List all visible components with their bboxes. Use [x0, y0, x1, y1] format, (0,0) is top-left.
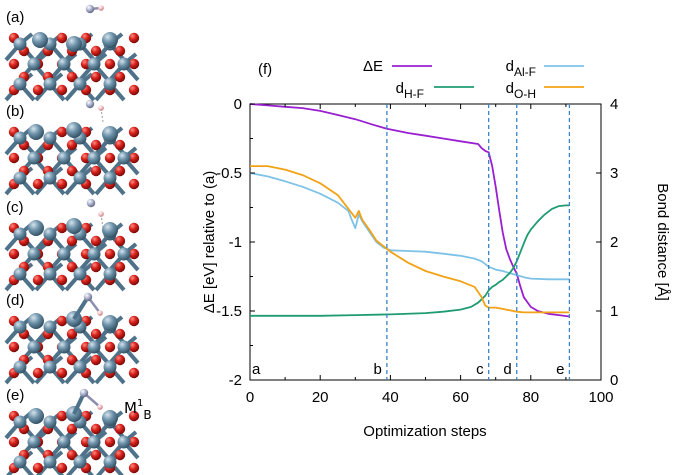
- panel-label-a: (a): [6, 9, 24, 26]
- marker-label-a: a: [252, 361, 261, 378]
- x-tick-label: 80: [522, 389, 539, 406]
- y-axis-left-title: ΔE [eV] relative to (a): [201, 171, 218, 314]
- hydrogen-atom: [98, 105, 104, 111]
- y-axis-right-title: Bond distance [Å]: [654, 183, 671, 301]
- legend-entry: dAl-F: [506, 58, 584, 79]
- y-right-tick-label: 2: [610, 234, 618, 251]
- adsorbate-hf: [85, 99, 104, 123]
- panel-label-c: (c): [6, 199, 24, 216]
- x-axis-title: Optimization steps: [363, 423, 486, 440]
- y-left-tick-label: -0.5: [216, 165, 242, 182]
- panel-label-b: (b): [6, 103, 24, 120]
- marker-label-d: d: [503, 361, 511, 378]
- y-right-tick-label: 4: [610, 96, 618, 113]
- adsorbate-hf: [72, 388, 103, 415]
- fluorine-atom: [85, 4, 95, 14]
- marker-label-c: c: [476, 361, 484, 378]
- surface-slab: [4, 32, 140, 102]
- surface-slab: [4, 122, 140, 196]
- panel-label-e: (e): [6, 387, 24, 404]
- marker-layer: a b c d e: [252, 104, 571, 380]
- structure-panel-d: (d): [4, 292, 140, 385]
- series-line-d-al-f: [249, 172, 570, 281]
- legend: ΔE dAl-F dH-F dO-H: [363, 58, 584, 101]
- legend-label: dH-F: [396, 80, 424, 101]
- surface-slab: [4, 218, 140, 292]
- y-right-tick-label: 0: [610, 372, 618, 389]
- legend-entry: dH-F: [396, 80, 474, 101]
- legend-label: dO-H: [506, 80, 536, 101]
- legend-entry: dO-H: [506, 80, 584, 101]
- x-tick-label: 40: [382, 389, 399, 406]
- surface-slab: [4, 406, 140, 475]
- y-right-tick-label: 3: [610, 165, 618, 182]
- structure-panel-b: (b): [4, 99, 140, 196]
- y-left-tick-label: -1: [229, 234, 242, 251]
- x-tick-label: 100: [588, 389, 613, 406]
- panel-label-d: (d): [6, 292, 24, 309]
- adsorbate-hf: [86, 198, 104, 229]
- legend-label: ΔE: [363, 58, 383, 75]
- fluorine-atom: [86, 198, 96, 208]
- structure-panels: (a) (b) (c) (d) (e) M1B: [4, 4, 152, 475]
- fluorine-atom: [85, 99, 95, 109]
- hydrogen-atom: [97, 310, 103, 316]
- adsorbate-hf: [85, 4, 104, 14]
- x-tick-label: 0: [246, 389, 254, 406]
- plot-frame: [249, 103, 602, 381]
- y-left-tick-label: -1.5: [216, 303, 242, 320]
- structure-label-m1b: M1B: [124, 398, 152, 422]
- fluorine-atom: [83, 292, 93, 302]
- series-line-d-h-f: [250, 204, 570, 317]
- structure-panel-c: (c): [4, 198, 140, 292]
- hydrogen-atom: [97, 404, 103, 410]
- x-tick-label: 20: [312, 389, 329, 406]
- legend-label: dAl-F: [506, 58, 536, 79]
- panel-label-f: (f): [258, 61, 272, 78]
- structure-panel-a: (a): [4, 4, 140, 102]
- hydrogen-atom: [98, 5, 104, 11]
- series-layer: [249, 103, 570, 318]
- structure-panel-e: (e): [4, 387, 140, 475]
- legend-entry: ΔE: [363, 58, 432, 75]
- series-line--e: [249, 103, 570, 318]
- fluorine-atom: [79, 388, 89, 398]
- series-line-d-o-h: [250, 165, 570, 314]
- adsorbate-hf: [72, 292, 103, 321]
- y-left-tick-label: 0: [234, 96, 242, 113]
- marker-label-e: e: [556, 361, 564, 378]
- y-left-tick-label: -2: [229, 372, 242, 389]
- marker-label-b: b: [374, 361, 382, 378]
- x-tick-label: 60: [452, 389, 469, 406]
- surface-slab: [4, 311, 140, 385]
- hydrogen-atom: [98, 211, 104, 217]
- y-right-tick-label: 1: [610, 303, 618, 320]
